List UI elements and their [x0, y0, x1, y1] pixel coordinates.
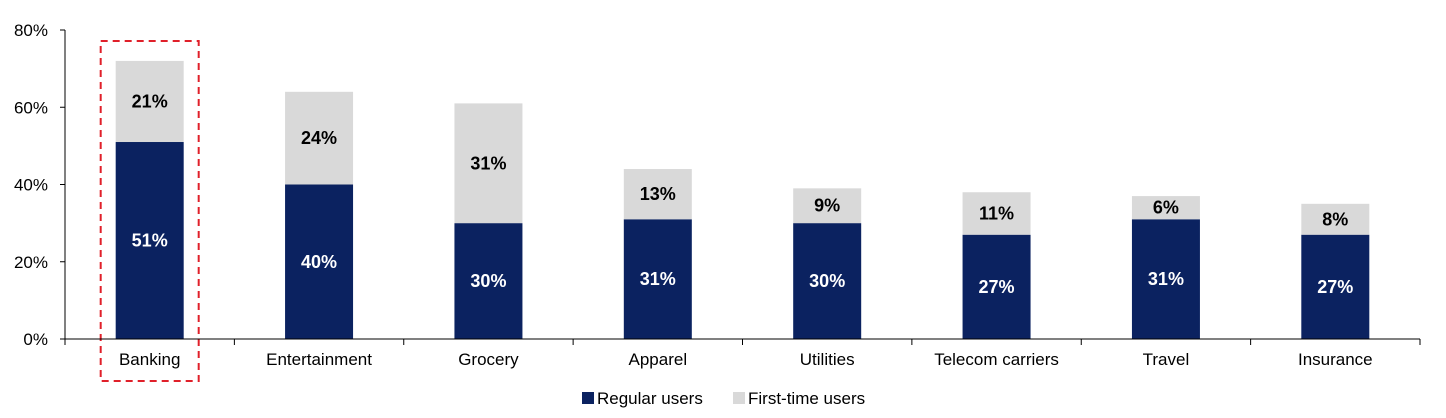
- data-label: 13%: [640, 184, 676, 204]
- data-label: 27%: [1317, 277, 1353, 297]
- data-label: 31%: [640, 269, 676, 289]
- x-tick-label: Banking: [119, 350, 180, 369]
- x-tick-label: Travel: [1143, 350, 1190, 369]
- legend-label: Regular users: [597, 389, 703, 408]
- legend-label: First-time users: [748, 389, 865, 408]
- bar-regular-7: [1301, 234, 1370, 339]
- data-label: 31%: [470, 153, 506, 173]
- bar-first-time-0: [115, 60, 184, 143]
- data-label: 8%: [1322, 209, 1348, 229]
- x-tick-label: Telecom carriers: [934, 350, 1059, 369]
- data-label: 40%: [301, 252, 337, 272]
- legend-regular-users: Regular users: [582, 389, 703, 408]
- data-label: 6%: [1153, 198, 1179, 218]
- bar-regular-1: [285, 184, 354, 339]
- legend-first-time-users: First-time users: [733, 389, 865, 408]
- y-tick-label: 0%: [23, 330, 48, 349]
- y-tick-label: 20%: [14, 253, 48, 272]
- x-tick-label: Insurance: [1298, 350, 1373, 369]
- bar-first-time-2: [454, 103, 523, 224]
- x-tick-label: Grocery: [458, 350, 519, 369]
- data-label: 30%: [470, 271, 506, 291]
- bar-regular-6: [1131, 219, 1200, 339]
- data-label: 31%: [1148, 269, 1184, 289]
- x-tick-label: Entertainment: [266, 350, 372, 369]
- bar-regular-4: [793, 223, 862, 340]
- y-tick-label: 80%: [14, 21, 48, 40]
- data-label: 9%: [814, 196, 840, 216]
- bar-first-time-6: [1131, 196, 1200, 220]
- bar-first-time-5: [962, 192, 1031, 235]
- data-label: 11%: [979, 203, 1014, 223]
- data-label: 21%: [132, 91, 168, 111]
- x-tick-label: Utilities: [800, 350, 855, 369]
- highlight-box: [99, 40, 200, 382]
- y-tick-label: 40%: [14, 176, 48, 195]
- bar-first-time-7: [1301, 203, 1370, 235]
- data-label: 24%: [301, 128, 337, 148]
- y-tick-label: 60%: [14, 98, 48, 117]
- bar-first-time-1: [285, 91, 354, 185]
- bar-regular-3: [623, 219, 692, 339]
- data-label: 27%: [979, 277, 1015, 297]
- legend-swatch: [582, 392, 594, 404]
- data-label: 30%: [809, 271, 845, 291]
- bar-first-time-4: [793, 188, 862, 224]
- bar-regular-2: [454, 223, 523, 340]
- bar-regular-5: [962, 234, 1031, 339]
- bar-regular-0: [115, 142, 184, 339]
- x-tick-label: Apparel: [629, 350, 688, 369]
- legend-swatch: [733, 392, 745, 404]
- data-label: 51%: [132, 231, 168, 251]
- bar-first-time-3: [623, 169, 692, 220]
